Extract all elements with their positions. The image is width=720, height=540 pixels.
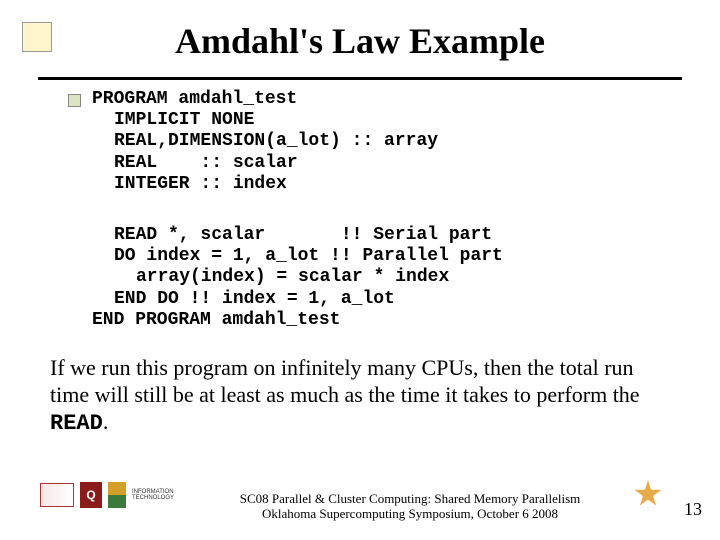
- ou-logo-icon: Q: [80, 482, 102, 508]
- slide-title: Amdahl's Law Example: [0, 20, 720, 62]
- code-line: array(index) = scalar * index: [136, 267, 449, 287]
- code-block-body: READ *, scalar !! Serial part DO index =…: [92, 225, 503, 331]
- code-line: READ *, scalar !! Serial part: [114, 225, 492, 245]
- footer-line-1: SC08 Parallel & Cluster Computing: Share…: [210, 491, 610, 507]
- it-logo-label: INFORMATIONTECHNOLOGY: [132, 489, 174, 501]
- star-icon: [634, 480, 662, 508]
- code-line: IMPLICIT NONE: [114, 110, 254, 130]
- title-underline: [38, 77, 682, 80]
- body-text-part: If we run this program on infinitely man…: [50, 355, 640, 407]
- body-read-keyword: READ: [50, 411, 103, 436]
- code-line: END DO !! index = 1, a_lot: [114, 289, 395, 309]
- body-paragraph: If we run this program on infinitely man…: [50, 355, 670, 437]
- code-line: DO index = 1, a_lot !! Parallel part: [114, 246, 503, 266]
- code-block-declarations: PROGRAM amdahl_test IMPLICIT NONE REAL,D…: [92, 89, 438, 195]
- page-number: 13: [684, 499, 702, 520]
- code-line: END PROGRAM amdahl_test: [92, 310, 340, 330]
- code-line: REAL,DIMENSION(a_lot) :: array: [114, 131, 438, 151]
- it-logo-icon: [108, 482, 126, 508]
- footer-logos-left: Q INFORMATIONTECHNOLOGY: [40, 482, 174, 508]
- code-line: INTEGER :: index: [114, 174, 287, 194]
- code-line: REAL :: scalar: [114, 153, 298, 173]
- oscer-logo-icon: [40, 483, 74, 507]
- code-line: PROGRAM amdahl_test: [92, 89, 297, 109]
- bullet-icon: [68, 94, 81, 107]
- footer-text: SC08 Parallel & Cluster Computing: Share…: [210, 491, 610, 522]
- body-period: .: [103, 409, 109, 434]
- footer-line-2: Oklahoma Supercomputing Symposium, Octob…: [210, 506, 610, 522]
- footer-logo-right: [634, 480, 662, 508]
